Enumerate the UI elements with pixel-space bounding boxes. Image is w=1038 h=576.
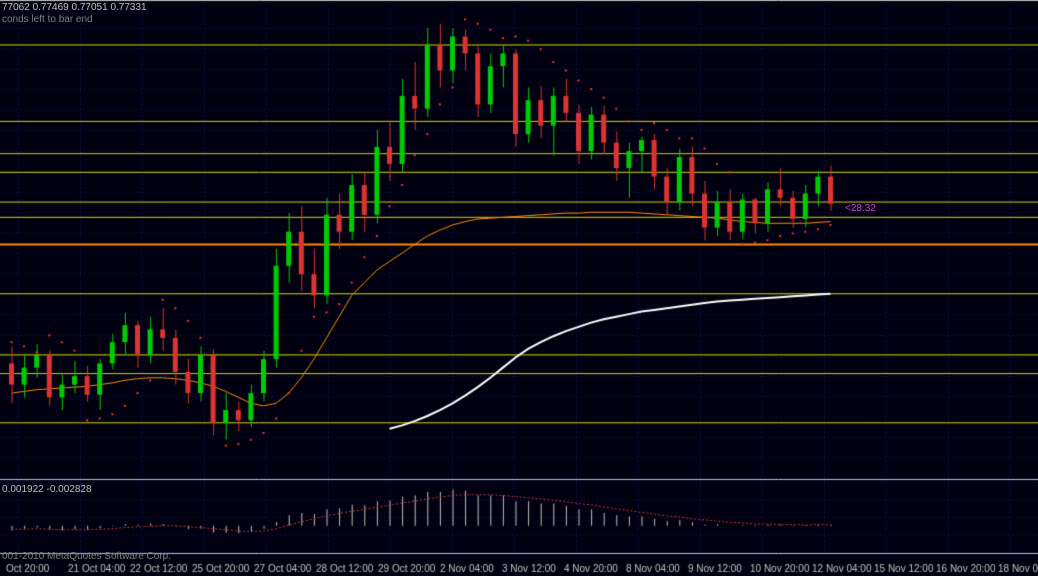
macd-values-label: 0.001922 -0.002828 bbox=[2, 484, 92, 495]
chart-container: 77062 0.77469 0.77051 0.77331 conds left… bbox=[0, 0, 1038, 576]
chart-canvas[interactable] bbox=[0, 0, 1038, 576]
current-price-marker: <28.32 bbox=[845, 203, 876, 214]
ohlc-display: 77062 0.77469 0.77051 0.77331 bbox=[2, 2, 147, 14]
bar-end-label: conds left to bar end bbox=[2, 14, 93, 25]
copyright-label: 001-2010 MetaQuotes Software Corp. bbox=[2, 551, 171, 562]
